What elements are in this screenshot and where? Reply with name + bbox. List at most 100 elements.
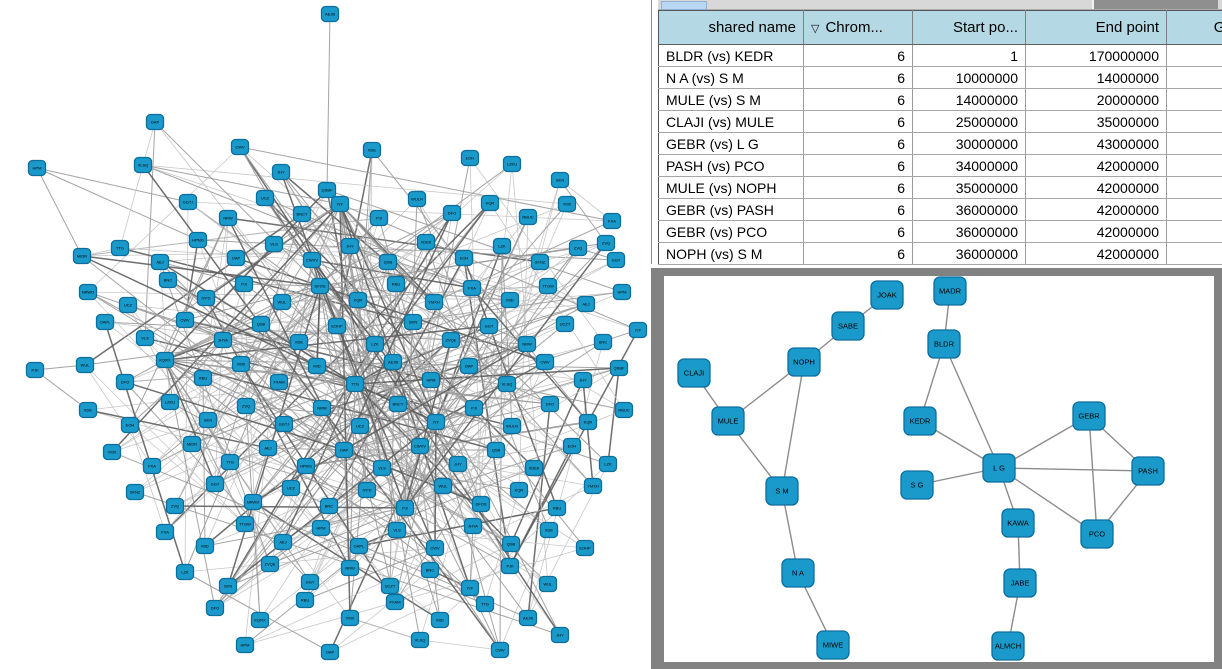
network-node[interactable]: HPM <box>612 283 632 301</box>
network-node[interactable]: TTG <box>475 595 495 613</box>
network-node[interactable]: OAP <box>320 643 340 661</box>
network-node[interactable]: UCZ <box>255 189 275 207</box>
network-node[interactable]: DFO <box>205 599 225 617</box>
table-cell[interactable]: 8.4 <box>1166 220 1222 243</box>
network-node[interactable]: OAPL <box>95 313 115 331</box>
network-node[interactable]: SKN <box>218 577 238 595</box>
table-cell[interactable]: 30000000 <box>912 132 1026 155</box>
network-node[interactable]: OAP <box>145 113 165 131</box>
table-cell[interactable]: 42000000 <box>1025 242 1167 265</box>
network-node[interactable]: ZVQ <box>236 397 256 415</box>
network-node[interactable]: NRW <box>312 399 332 417</box>
network-node[interactable]: VLS <box>135 329 155 347</box>
network-node[interactable]: TTG <box>220 453 240 471</box>
network-node[interactable]: NRWO <box>243 493 263 511</box>
table-cell[interactable]: 8.9 <box>1166 198 1222 221</box>
table-cell[interactable]: 34000000 <box>912 154 1026 177</box>
network-node[interactable]: TTGW <box>235 515 255 533</box>
network-node[interactable]: PJII <box>25 361 45 379</box>
network-node[interactable]: JHYA <box>213 331 233 349</box>
network-node[interactable]: GEBR <box>1072 401 1106 431</box>
network-node[interactable]: KQR <box>509 481 529 499</box>
network-node[interactable]: PJI <box>234 275 254 293</box>
network-node[interactable]: ZVQ <box>165 497 185 515</box>
network-node[interactable]: NRW <box>218 209 238 227</box>
network-node[interactable]: BNC <box>319 497 339 515</box>
network-node[interactable]: EOHP <box>327 317 347 335</box>
network-node[interactable]: VLS <box>387 521 407 539</box>
network-node[interactable]: OAP <box>459 357 479 375</box>
network-node[interactable]: SABE <box>831 311 865 341</box>
network-node[interactable]: IYFD <box>196 289 216 307</box>
network-node[interactable]: QSBF <box>317 181 337 199</box>
network-node[interactable]: YMXH <box>583 477 603 495</box>
network-node[interactable]: LZK <box>492 237 512 255</box>
network-node[interactable]: MIWE <box>816 630 850 660</box>
network-node[interactable]: KQRX <box>155 351 175 369</box>
table-row[interactable]: GEBR (vs) PCO636000000420000008.4 <box>658 220 1222 243</box>
network-node[interactable]: RBU <box>193 369 213 387</box>
subnetwork-panel[interactable]: JOAK SABE NOPH CLAJI MULE S M N A MIWE MADR BLDR K… <box>651 268 1222 669</box>
network-node[interactable]: AEJB <box>320 5 340 23</box>
network-node[interactable]: LZKU <box>160 393 180 411</box>
network-node[interactable]: AEJB <box>518 609 538 627</box>
network-node[interactable]: KAWA <box>1001 508 1035 538</box>
network-node[interactable]: TTG <box>345 375 365 393</box>
table-cell[interactable]: 192.0 <box>1166 44 1222 67</box>
network-node[interactable]: KQR <box>578 413 598 431</box>
table-cell[interactable]: 36000000 <box>912 198 1026 221</box>
network-node[interactable]: ZVQE <box>260 555 280 573</box>
table-cell[interactable]: 7.5 <box>1166 88 1222 111</box>
network-node[interactable]: MID <box>307 357 327 375</box>
network-node[interactable]: RBUC <box>614 401 634 419</box>
network-node[interactable]: MID <box>195 537 215 555</box>
network-node[interactable]: AEJ <box>258 439 278 457</box>
network-node[interactable]: PJI <box>464 399 484 417</box>
network-node[interactable]: WULN <box>407 190 427 208</box>
network-node[interactable]: VLSQ <box>410 631 430 649</box>
network-node[interactable]: VLS <box>372 459 392 477</box>
table-cell[interactable]: MULE (vs) NOPH <box>658 176 804 199</box>
network-node[interactable]: VLSQ <box>497 375 517 393</box>
table-cell[interactable]: 43000000 <box>1025 132 1167 155</box>
network-node[interactable]: RBU <box>295 591 315 609</box>
table-cell[interactable]: 6 <box>803 176 913 199</box>
table-cell[interactable]: 6 <box>803 66 913 89</box>
network-node[interactable]: WULN <box>502 417 522 435</box>
network-node[interactable]: EOH <box>120 416 140 434</box>
network-node[interactable]: TTGW <box>538 277 558 295</box>
network-node[interactable]: JHY <box>448 455 468 473</box>
table-row[interactable]: MULE (vs) S M614000000200000007.5 <box>658 88 1222 111</box>
network-node[interactable]: EOH <box>454 249 474 267</box>
table-row[interactable]: BLDR (vs) KEDR61170000000192.0 <box>658 44 1222 67</box>
network-node[interactable]: WUL <box>433 477 453 495</box>
network-node[interactable]: GGT <box>300 573 320 591</box>
network-node[interactable]: XDE <box>539 521 559 539</box>
table-cell[interactable]: 5.9 <box>1166 110 1222 133</box>
network-node[interactable]: PJI <box>395 499 415 517</box>
network-node[interactable]: NRWO <box>78 283 98 301</box>
table-cell[interactable]: 6 <box>803 154 913 177</box>
network-node[interactable]: YMX <box>231 355 251 373</box>
table-cell[interactable]: 170000000 <box>1025 44 1167 67</box>
table-cell[interactable]: 42000000 <box>1025 220 1167 243</box>
network-node[interactable]: HPMG <box>296 457 316 475</box>
table-cell[interactable]: BLDR (vs) KEDR <box>658 44 804 67</box>
network-node[interactable]: UCZ <box>281 479 301 497</box>
network-node[interactable]: CLAJI <box>677 358 711 388</box>
network-node[interactable]: OAP <box>226 249 246 267</box>
network-node[interactable]: CWV <box>175 311 195 329</box>
network-node[interactable]: DFO <box>442 204 462 222</box>
network-node[interactable]: N A <box>781 558 815 588</box>
network-node[interactable]: IYFD <box>357 481 377 499</box>
network-node[interactable]: KQR <box>348 291 368 309</box>
table-row[interactable]: MULE (vs) NOPH6350000004200000010.5 <box>658 176 1222 199</box>
network-node[interactable]: JABE <box>1003 568 1037 598</box>
network-node[interactable]: WUL <box>272 293 292 311</box>
table-cell[interactable]: 14000000 <box>912 88 1026 111</box>
table-cell[interactable]: 6 <box>803 88 913 111</box>
network-node[interactable]: LZK <box>365 335 385 353</box>
network-node[interactable]: XDEK <box>416 233 436 251</box>
table-cell[interactable]: N A (vs) S M <box>658 66 804 89</box>
network-node[interactable]: MIDR <box>72 247 92 265</box>
